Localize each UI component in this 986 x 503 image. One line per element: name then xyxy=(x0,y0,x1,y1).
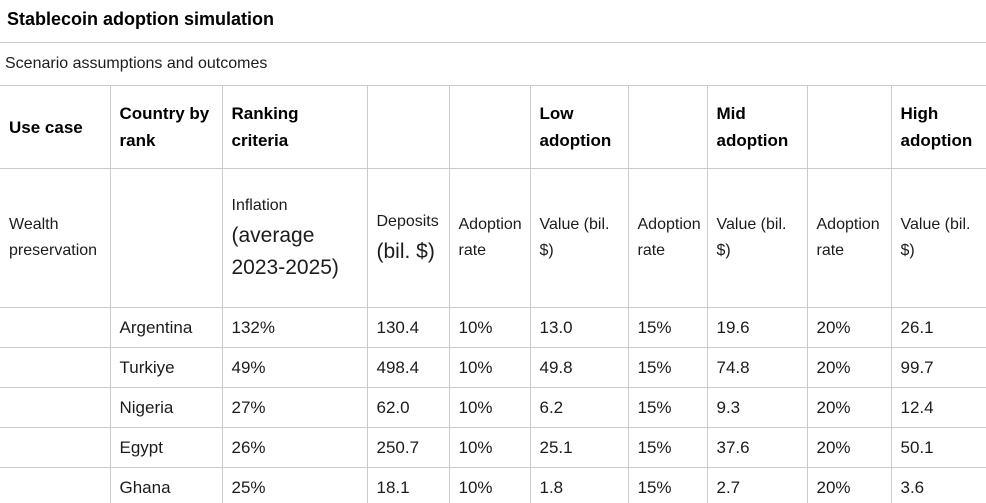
cell-country: Egypt xyxy=(109,427,223,468)
page-title: Stablecoin adoption simulation xyxy=(0,0,986,43)
cell-low-value: 6.2 xyxy=(529,387,629,428)
cell-deposits: 250.7 xyxy=(366,427,450,468)
cell-country: Turkiye xyxy=(109,347,223,388)
cell-use-case xyxy=(0,467,111,503)
cell-country: Nigeria xyxy=(109,387,223,428)
header-row-groups: Use case Country by rank Ranking criteri… xyxy=(0,85,986,169)
cell-low-value: 1.8 xyxy=(529,467,629,503)
col-header-empty-high-rate xyxy=(806,85,892,169)
cell-high-adoption-rate-label: Adoption rate xyxy=(806,168,892,308)
col-header-country-by-rank: Country by rank xyxy=(109,85,223,169)
cell-use-case xyxy=(0,307,111,348)
table-row: Turkiye 49% 498.4 10% 49.8 15% 74.8 20% 99.7 xyxy=(0,347,986,388)
table-body: Argentina 132% 130.4 10% 13.0 15% 19.6 20% 26.1 T… xyxy=(0,307,986,503)
cell-inflation: 25% xyxy=(221,467,368,503)
table-row: Ghana 25% 18.1 10% 1.8 15% 2.7 20% 3.6 xyxy=(0,467,986,503)
table-row: Nigeria 27% 62.0 10% 6.2 15% 9.3 20% 12.4 xyxy=(0,387,986,428)
cell-low-value: 13.0 xyxy=(529,307,629,348)
cell-high-value: 26.1 xyxy=(890,307,986,348)
cell-country: Argentina xyxy=(109,307,223,348)
col-header-use-case: Use case xyxy=(0,85,111,169)
cell-low-value: 25.1 xyxy=(529,427,629,468)
cell-country: Ghana xyxy=(109,467,223,503)
page-subtitle: Scenario assumptions and outcomes xyxy=(5,55,268,72)
cell-deposits: 130.4 xyxy=(366,307,450,348)
cell-mid-value: 9.3 xyxy=(706,387,808,428)
cell-inflation: 49% xyxy=(221,347,368,388)
cell-low-adoption-rate-label: Adoption rate xyxy=(448,168,531,308)
ranking-criteria-label: Inflation xyxy=(231,197,288,214)
cell-mid-value: 19.6 xyxy=(706,307,808,348)
cell-deposits: 18.1 xyxy=(366,467,450,503)
cell-inflation: 27% xyxy=(221,387,368,428)
cell-mid-rate: 15% xyxy=(627,427,708,468)
cell-inflation: 132% xyxy=(221,307,368,348)
cell-mid-rate: 15% xyxy=(627,387,708,428)
cell-deposits: 498.4 xyxy=(366,347,450,388)
cell-low-rate: 10% xyxy=(448,427,531,468)
table-row: Egypt 26% 250.7 10% 25.1 15% 37.6 20% 50.1 xyxy=(0,427,986,468)
deposits-unit: (bil. $) xyxy=(376,240,435,263)
cell-high-value: 12.4 xyxy=(890,387,986,428)
cell-mid-value-label: Value (bil. $) xyxy=(706,168,808,308)
cell-high-value-label: Value (bil. $) xyxy=(890,168,986,308)
simulation-table: Use case Country by rank Ranking criteri… xyxy=(0,85,986,503)
cell-mid-rate: 15% xyxy=(627,467,708,503)
cell-mid-value: 2.7 xyxy=(706,467,808,503)
cell-use-case xyxy=(0,387,111,428)
cell-high-rate: 20% xyxy=(806,387,892,428)
deposits-label: Deposits xyxy=(376,213,439,230)
cell-high-value: 99.7 xyxy=(890,347,986,388)
cell-low-value-label: Value (bil. $) xyxy=(529,168,629,308)
cell-low-rate: 10% xyxy=(448,347,531,388)
cell-mid-adoption-rate-label: Adoption rate xyxy=(627,168,708,308)
cell-deposits: Deposits (bil. $) xyxy=(366,168,450,308)
cell-high-rate: 20% xyxy=(806,347,892,388)
ranking-criteria-detail: (average 2023-2025) xyxy=(231,224,339,279)
col-header-ranking-criteria: Ranking criteria xyxy=(221,85,368,169)
cell-low-rate: 10% xyxy=(448,467,531,503)
cell-mid-rate: 15% xyxy=(627,347,708,388)
cell-mid-value: 37.6 xyxy=(706,427,808,468)
cell-high-rate: 20% xyxy=(806,307,892,348)
col-header-mid-adoption: Mid adoption xyxy=(706,85,808,169)
cell-mid-rate: 15% xyxy=(627,307,708,348)
col-header-empty-deposits xyxy=(366,85,450,169)
cell-ranking-criteria: Inflation (average 2023-2025) xyxy=(221,168,368,308)
header-row-measures: Wealth preservation Inflation (average 2… xyxy=(0,168,986,308)
cell-high-rate: 20% xyxy=(806,467,892,503)
cell-country-empty xyxy=(109,168,223,308)
col-header-empty-low-rate xyxy=(448,85,531,169)
col-header-high-adoption: High adoption xyxy=(890,85,986,169)
cell-mid-value: 74.8 xyxy=(706,347,808,388)
cell-low-rate: 10% xyxy=(448,387,531,428)
cell-low-value: 49.8 xyxy=(529,347,629,388)
table-row: Argentina 132% 130.4 10% 13.0 15% 19.6 20% 26.1 xyxy=(0,307,986,348)
cell-high-value: 50.1 xyxy=(890,427,986,468)
cell-inflation: 26% xyxy=(221,427,368,468)
cell-high-rate: 20% xyxy=(806,427,892,468)
col-header-low-adoption: Low adoption xyxy=(529,85,629,169)
cell-low-rate: 10% xyxy=(448,307,531,348)
col-header-empty-mid-rate xyxy=(627,85,708,169)
cell-high-value: 3.6 xyxy=(890,467,986,503)
cell-use-case xyxy=(0,347,111,388)
cell-deposits: 62.0 xyxy=(366,387,450,428)
cell-wealth-preservation: Wealth preservation xyxy=(0,168,111,308)
cell-use-case xyxy=(0,427,111,468)
